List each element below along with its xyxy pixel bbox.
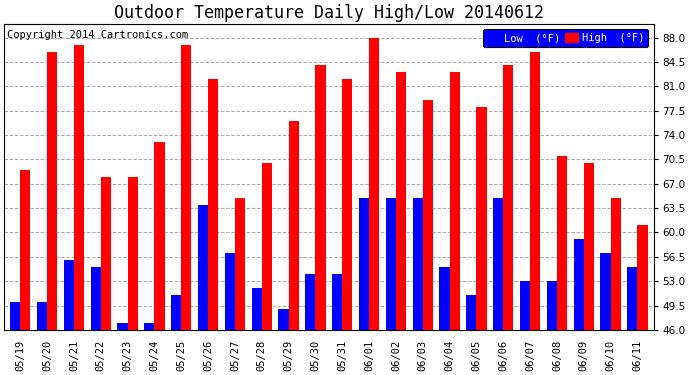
Bar bbox=[466, 295, 477, 330]
Bar bbox=[450, 72, 460, 330]
Bar bbox=[627, 267, 638, 330]
Bar bbox=[600, 254, 611, 330]
Bar bbox=[342, 80, 353, 330]
Text: Copyright 2014 Cartronics.com: Copyright 2014 Cartronics.com bbox=[8, 30, 188, 40]
Bar bbox=[144, 323, 155, 330]
Bar bbox=[503, 66, 513, 330]
Bar bbox=[90, 267, 101, 330]
Title: Outdoor Temperature Daily High/Low 20140612: Outdoor Temperature Daily High/Low 20140… bbox=[114, 4, 544, 22]
Bar bbox=[155, 142, 165, 330]
Bar bbox=[423, 100, 433, 330]
Bar bbox=[546, 281, 557, 330]
Legend: Low  (°F), High  (°F): Low (°F), High (°F) bbox=[483, 29, 649, 48]
Bar bbox=[520, 281, 530, 330]
Bar bbox=[252, 288, 262, 330]
Bar bbox=[47, 51, 57, 330]
Bar bbox=[332, 274, 342, 330]
Bar bbox=[638, 225, 648, 330]
Bar bbox=[557, 156, 567, 330]
Bar bbox=[396, 72, 406, 330]
Bar bbox=[128, 177, 138, 330]
Bar bbox=[10, 302, 20, 330]
Bar bbox=[493, 198, 503, 330]
Bar bbox=[584, 163, 594, 330]
Bar bbox=[278, 309, 288, 330]
Bar bbox=[305, 274, 315, 330]
Bar bbox=[181, 45, 191, 330]
Bar bbox=[208, 80, 218, 330]
Bar bbox=[611, 198, 621, 330]
Bar bbox=[573, 239, 584, 330]
Bar bbox=[37, 302, 47, 330]
Bar bbox=[20, 170, 30, 330]
Bar bbox=[101, 177, 111, 330]
Bar bbox=[198, 205, 208, 330]
Bar bbox=[171, 295, 181, 330]
Bar bbox=[117, 323, 128, 330]
Bar bbox=[359, 198, 369, 330]
Bar bbox=[386, 198, 396, 330]
Bar bbox=[315, 66, 326, 330]
Bar bbox=[63, 260, 74, 330]
Bar bbox=[288, 121, 299, 330]
Bar bbox=[235, 198, 245, 330]
Bar bbox=[530, 51, 540, 330]
Bar bbox=[262, 163, 272, 330]
Bar bbox=[225, 254, 235, 330]
Bar bbox=[440, 267, 450, 330]
Bar bbox=[74, 45, 84, 330]
Bar bbox=[413, 198, 423, 330]
Bar bbox=[477, 107, 486, 330]
Bar bbox=[369, 38, 380, 330]
